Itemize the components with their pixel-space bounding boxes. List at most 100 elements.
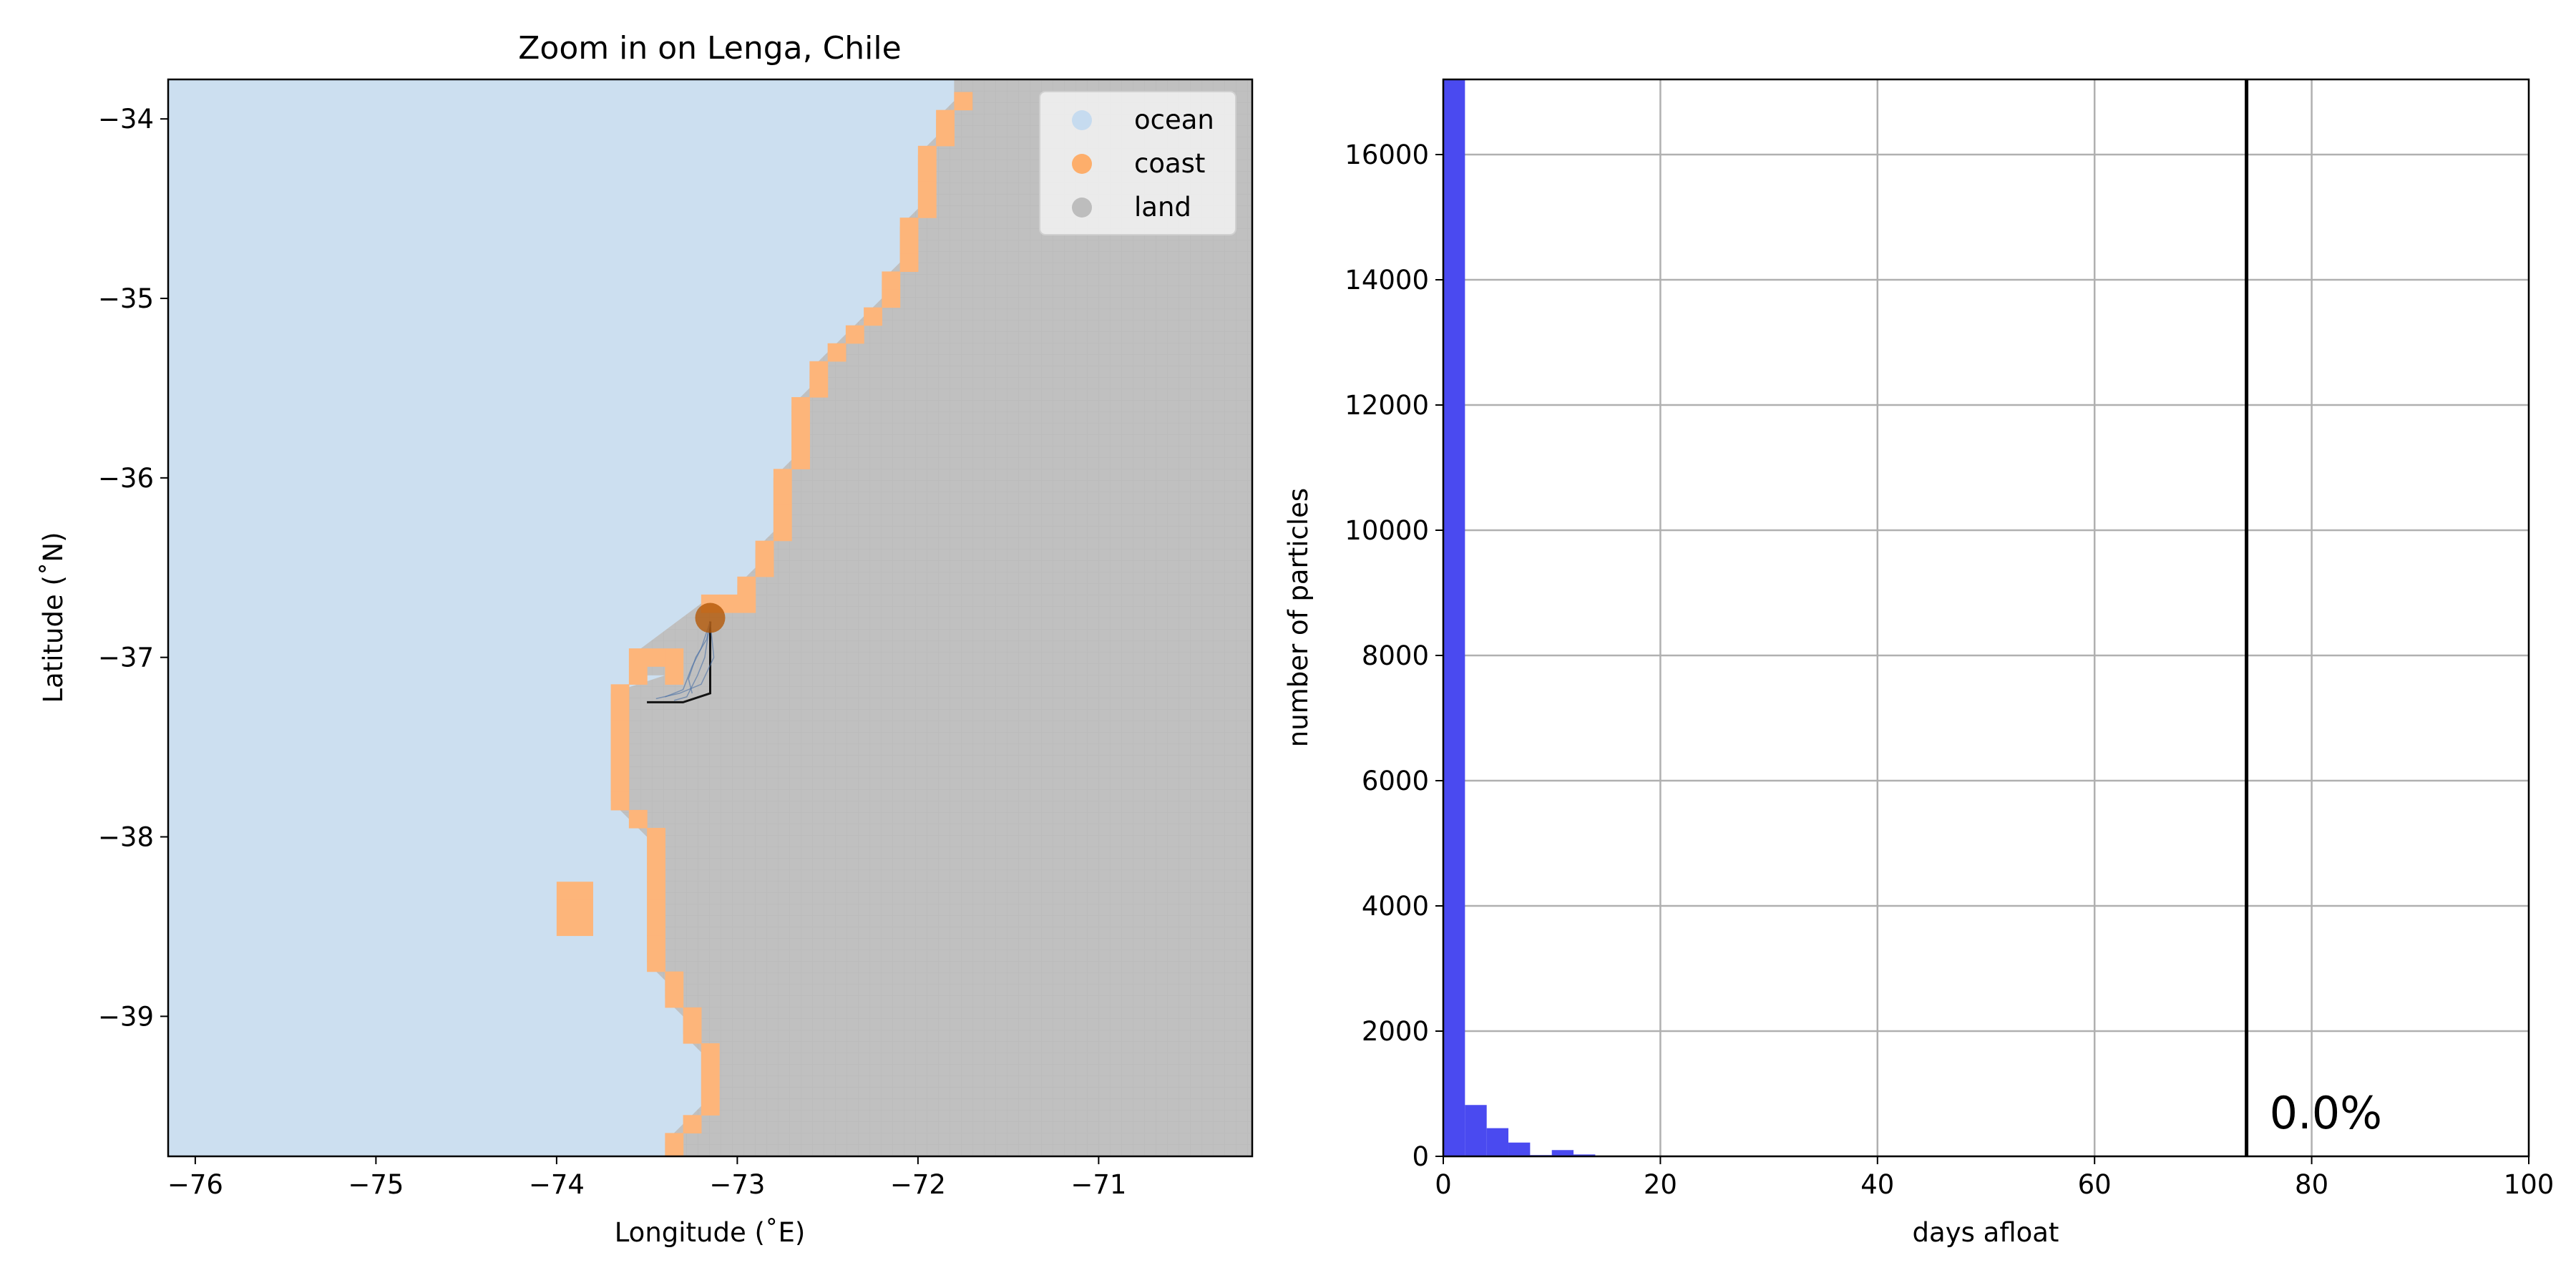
coast-cell — [737, 576, 756, 595]
coast-cell — [917, 145, 937, 165]
coast-cell — [755, 558, 774, 577]
histogram-y-tick-label: 4000 — [1362, 891, 1429, 922]
coast-cell — [628, 666, 648, 685]
coast-cell — [809, 361, 829, 380]
legend-land-marker — [1072, 197, 1092, 218]
coast-cell — [917, 181, 937, 200]
map-x-ticks: −76 −75 −74 −73 −72 −71 — [167, 1156, 1126, 1200]
histogram-x-ticks: 0 20 40 60 80 100 — [1435, 1156, 2554, 1200]
coast-cell — [556, 899, 575, 918]
coast-cell — [665, 1133, 684, 1152]
histogram-x-tick-label: 40 — [1860, 1169, 1894, 1200]
land-area — [610, 79, 1252, 1156]
coast-cell — [610, 738, 630, 757]
coast-cell — [899, 235, 919, 254]
map-x-axis-label: Longitude (˚E) — [615, 1217, 806, 1248]
coast-cell — [556, 917, 575, 937]
coast-cell — [701, 1079, 720, 1098]
histogram-bar — [1465, 1105, 1487, 1156]
histogram-y-tick-label: 8000 — [1362, 640, 1429, 671]
legend-land-label: land — [1134, 192, 1191, 223]
coast-cell — [845, 325, 864, 344]
coast-cell — [628, 809, 648, 829]
coast-cell — [628, 648, 648, 667]
coast-cell — [773, 522, 792, 542]
coast-cell — [665, 989, 684, 1008]
coast-cell — [575, 917, 593, 937]
map-y-tick-label: −38 — [98, 822, 154, 853]
histogram-x-tick-label: 20 — [1644, 1169, 1677, 1200]
coast-cell — [610, 756, 630, 775]
map-panel: Zoom in on Lenga, Chile −76 −75 −74 −73 −72−… — [38, 30, 1254, 1248]
coast-cell — [827, 343, 847, 362]
coast-cell — [917, 163, 937, 182]
coast-cell — [647, 827, 665, 847]
map-axes-frame — [167, 78, 1254, 1158]
coast-cell — [899, 253, 919, 272]
histogram-x-tick-label: 0 — [1435, 1169, 1452, 1200]
histogram-x-axis-label: days afloat — [1913, 1217, 2059, 1248]
coast-cell — [665, 971, 684, 990]
histogram-x-tick-label: 100 — [2504, 1169, 2555, 1200]
map-x-tick-label: −71 — [1070, 1169, 1126, 1200]
coast-cell — [647, 899, 665, 918]
histogram-y-ticks: 0 2000 4000 6000 8000 10000 12000 14000 16000 — [1345, 140, 1443, 1172]
coast-cell — [610, 720, 630, 739]
histogram-y-tick-label: 14000 — [1345, 265, 1429, 296]
map-y-tick-label: −36 — [98, 463, 154, 494]
map-y-tick-label: −35 — [98, 283, 154, 314]
histogram-bar — [1551, 1150, 1574, 1156]
coast-cell — [936, 127, 955, 147]
coast-cell — [610, 684, 630, 703]
percentage-annotation: 0.0% — [2270, 1087, 2383, 1139]
trajectory-line — [655, 621, 715, 700]
coast-cell — [665, 1151, 684, 1156]
coast-cell — [610, 702, 630, 721]
histogram-y-tick-label: 2000 — [1362, 1016, 1429, 1047]
coast-cell — [575, 899, 593, 918]
coast-cell — [610, 774, 630, 793]
coast-cell — [683, 1115, 702, 1133]
coast-cell — [791, 415, 810, 434]
coast-cell — [773, 504, 792, 524]
histogram-y-tick-label: 16000 — [1345, 140, 1429, 170]
map-y-tick-label: −34 — [98, 104, 154, 135]
coast-cell — [773, 469, 792, 487]
coast-cell — [556, 882, 575, 900]
coast-cell — [683, 1007, 702, 1026]
histogram-bar — [1443, 79, 1465, 1156]
map-x-tick-label: −74 — [529, 1169, 585, 1200]
histogram-x-tick-label: 60 — [2078, 1169, 2112, 1200]
coast-cell — [882, 289, 901, 308]
coast-cell — [701, 1061, 720, 1080]
map-y-tick-label: −37 — [98, 643, 154, 673]
coast-cell — [755, 540, 774, 560]
histogram-y-tick-label: 12000 — [1345, 390, 1429, 421]
histogram-bar — [1574, 1154, 1596, 1156]
map-x-tick-label: −75 — [348, 1169, 404, 1200]
map-y-ticks: −34 −35 −36 −37 −38 −39 — [98, 104, 168, 1032]
coast-cell — [864, 307, 882, 326]
coast-cell — [665, 648, 684, 667]
map-x-tick-label: −76 — [167, 1169, 223, 1200]
trajectory-line — [688, 621, 711, 694]
legend-coast-marker — [1072, 154, 1092, 174]
particle-trajectories — [647, 621, 715, 703]
coast-cell — [791, 451, 810, 469]
histogram-x-tick-label: 80 — [2295, 1169, 2328, 1200]
histogram-y-tick-label: 6000 — [1362, 766, 1429, 796]
coast-cell — [701, 1043, 720, 1062]
coast-cell — [773, 487, 792, 506]
legend-ocean-marker — [1072, 110, 1092, 130]
coast-cell — [647, 917, 665, 937]
coast-cell — [882, 271, 901, 291]
histogram-y-axis-label: number of particles — [1283, 488, 1314, 747]
coast-cell — [647, 953, 665, 972]
legend-ocean-label: ocean — [1134, 104, 1214, 135]
trajectory-line — [673, 621, 711, 701]
histogram-y-tick-label: 0 — [1412, 1141, 1429, 1172]
coast-cell — [683, 1025, 702, 1044]
coast-cell — [575, 882, 593, 900]
histogram-bars — [1443, 79, 1617, 1156]
